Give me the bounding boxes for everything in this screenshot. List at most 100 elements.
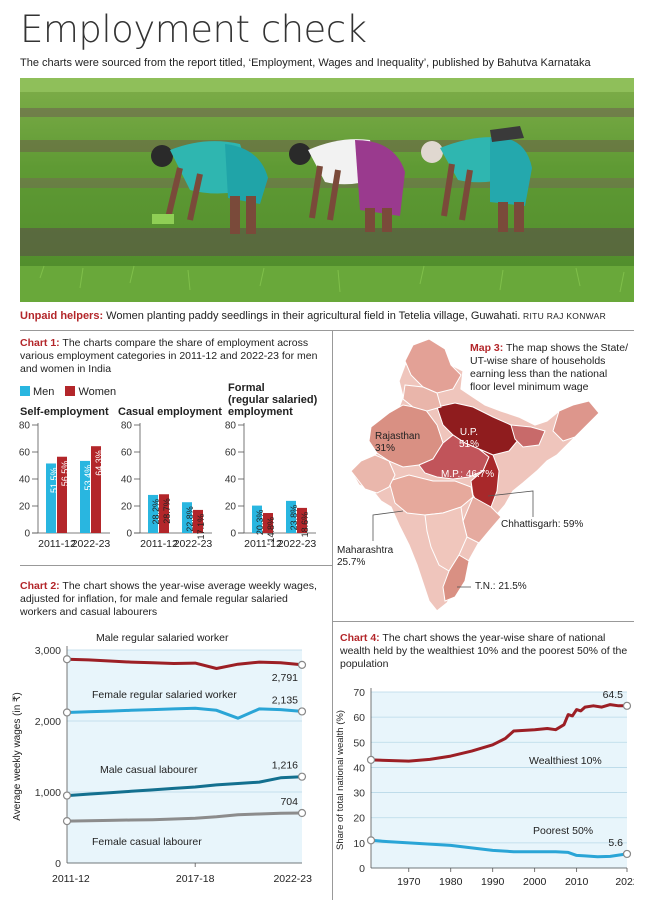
y-tick-label: 0 — [359, 863, 365, 875]
x-tick-label: 2022-23 — [174, 538, 213, 550]
chart4-heading: Chart 4: The chart shows the year-wise s… — [340, 632, 632, 671]
x-tick-label: 2010 — [565, 876, 589, 888]
series-label: Female casual labourer — [92, 836, 202, 848]
map3-label: Map 3: — [470, 342, 504, 354]
end-point — [297, 660, 307, 669]
end-point — [297, 808, 307, 818]
region-value: 25.7% — [337, 557, 365, 568]
formal-title-line1: Formal — [228, 382, 265, 394]
series-line — [66, 775, 303, 798]
y-tick-label: 40 — [19, 475, 31, 486]
bar-data-label: 14.8% — [266, 517, 276, 543]
end-value-label: 2,791 — [272, 672, 298, 684]
region-value: 51% — [459, 439, 479, 450]
chart2-line-chart: 0 1,000 2,000 3,000 Average weekly wages (in… — [12, 632, 312, 885]
start-point — [366, 836, 376, 845]
y-tick-label: 60 — [225, 448, 237, 459]
x-tick-label: 2022-23 — [278, 538, 317, 550]
y-tick-label: 10 — [353, 838, 365, 850]
y-tick-label: 20 — [353, 813, 365, 825]
y-tick-label: 0 — [55, 858, 61, 870]
bar-men — [286, 500, 296, 533]
y-tick-label: 0 — [230, 529, 236, 540]
y-tick-label: 40 — [225, 475, 237, 486]
end-value-label: 2,135 — [272, 694, 298, 706]
end-point — [297, 707, 307, 716]
chart4-label: Chart 4: — [340, 632, 380, 644]
page-subtitle: The charts were sourced from the report … — [20, 57, 591, 69]
chart1-heading: Chart 1: The charts compare the share of… — [20, 337, 320, 376]
x-tick-label: 2017-18 — [176, 873, 215, 885]
legend-men: Men — [20, 386, 54, 398]
y-tick-label: 0 — [126, 529, 132, 540]
divider-vertical — [332, 331, 333, 900]
region-label: Chhattisgarh: 59% — [501, 519, 583, 530]
y-tick-label: 3,000 — [35, 645, 61, 657]
end-point — [297, 772, 307, 781]
bar-data-label: 23.8% — [289, 505, 299, 531]
x-tick-label: 2022-23 — [273, 873, 312, 885]
start-point — [62, 708, 72, 717]
bar-data-label: 56.5% — [60, 461, 70, 487]
paddy-field-photo — [20, 78, 634, 302]
y-tick-label: 40 — [353, 762, 365, 774]
x-tick-label: 2022-23 — [72, 538, 111, 550]
caption-lead: Unpaid helpers: — [20, 310, 104, 322]
y-tick-label: 1,000 — [35, 787, 61, 799]
x-tick-label: 2011-12 — [38, 538, 76, 550]
region-gujarat — [350, 454, 396, 494]
x-tick-label: 1980 — [439, 876, 463, 888]
y-tick-label: 20 — [121, 502, 133, 513]
bar-data-label: 28.2% — [151, 499, 161, 525]
end-value-label: 5.6 — [608, 837, 623, 849]
chart1-label: Chart 1: — [20, 337, 60, 349]
bar-data-label: 53.4% — [83, 465, 93, 491]
series-label: Female regular salaried worker — [92, 689, 237, 701]
region-tn — [442, 554, 470, 602]
end-point — [622, 701, 632, 710]
leader-line — [372, 510, 404, 541]
series-line — [370, 838, 628, 859]
y-tick-label: 2,000 — [35, 716, 61, 728]
region-bihar — [510, 424, 546, 448]
photo-credit: RITU RAJ KONWAR — [520, 311, 607, 321]
bar-data-label: 64.3% — [94, 450, 104, 476]
series-line — [66, 657, 303, 670]
series-label: Male regular salaried worker — [96, 632, 229, 644]
end-value-label: 704 — [280, 796, 298, 808]
bar-men — [46, 463, 56, 533]
region-north — [404, 338, 462, 394]
caption-text: Women planting paddy seedlings in their … — [103, 310, 521, 322]
formal-title-line2: (regular salaried) — [228, 394, 318, 406]
bar-women — [297, 507, 307, 533]
y-tick-label: 40 — [121, 475, 133, 486]
chart1-description: The charts compare the share of employme… — [20, 337, 318, 375]
y-axis-label: Share of total national wealth (%) — [335, 710, 346, 850]
end-point — [622, 849, 632, 859]
start-point — [62, 791, 72, 800]
region-label: Rajasthan — [375, 431, 420, 442]
y-tick-label: 60 — [121, 448, 133, 459]
bar-men — [182, 502, 192, 533]
bar-women — [159, 494, 169, 533]
series-label: Male casual labourer — [100, 764, 198, 776]
start-point — [62, 817, 72, 826]
x-tick-label: 2011-12 — [140, 538, 178, 550]
y-axis-label: Average weekly wages (in ₹) — [12, 692, 23, 820]
bar-data-label: 22.8% — [185, 506, 195, 532]
chart1-legend: Men Women — [20, 386, 124, 398]
x-tick-label: 1970 — [397, 876, 421, 888]
legend-women: Women — [65, 386, 116, 398]
chart4-description: The chart shows the year-wise share of n… — [340, 632, 628, 670]
region-northeast — [552, 400, 600, 442]
x-tick-label: 2011-12 — [52, 873, 90, 885]
plot-background — [371, 692, 627, 868]
end-value-label: 1,216 — [272, 760, 298, 772]
chart2-description: The chart shows the year-wise average we… — [20, 580, 317, 618]
start-point — [62, 655, 72, 664]
legend-men-label: Men — [33, 386, 55, 398]
photo-caption: Unpaid helpers: Women planting paddy see… — [20, 310, 606, 322]
region-punjab — [402, 384, 442, 412]
series-line — [66, 706, 303, 720]
chart2-label: Chart 2: — [20, 580, 60, 592]
